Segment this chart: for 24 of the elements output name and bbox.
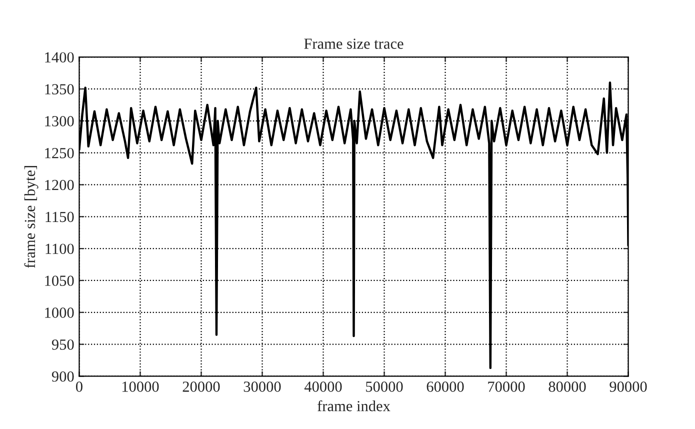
y-tick-label: 1350	[45, 84, 74, 94]
x-tick-label: 90000	[610, 382, 647, 392]
x-tick-label: 50000	[366, 382, 403, 392]
x-axis-title: frame index	[318, 400, 390, 412]
x-tick-label: 10000	[122, 382, 159, 392]
y-tick-label: 1400	[45, 52, 74, 63]
y-tick-label: 1250	[45, 148, 74, 158]
y-tick-label: 1050	[45, 276, 74, 286]
x-tick-label: 0	[76, 382, 82, 392]
x-tick-label: 20000	[182, 382, 220, 392]
y-axis-title: frame size [byte]	[24, 166, 38, 268]
x-tick-label: 60000	[426, 382, 464, 392]
x-tick-label: 40000	[304, 382, 342, 392]
y-tick-label: 1100	[46, 244, 74, 254]
x-tick-label: 80000	[548, 382, 586, 392]
x-tick-label: 70000	[488, 382, 525, 392]
y-tick-label: 1000	[45, 308, 74, 318]
x-tick-label: 30000	[244, 382, 281, 392]
y-tick-label: 900	[52, 371, 74, 382]
y-tick-label: 950	[52, 339, 74, 350]
y-tick-label: 1200	[45, 180, 74, 190]
chart-title: Frame size trace	[304, 38, 404, 49]
y-tick-label: 1300	[45, 116, 74, 126]
y-tick-label: 1150	[46, 212, 74, 222]
